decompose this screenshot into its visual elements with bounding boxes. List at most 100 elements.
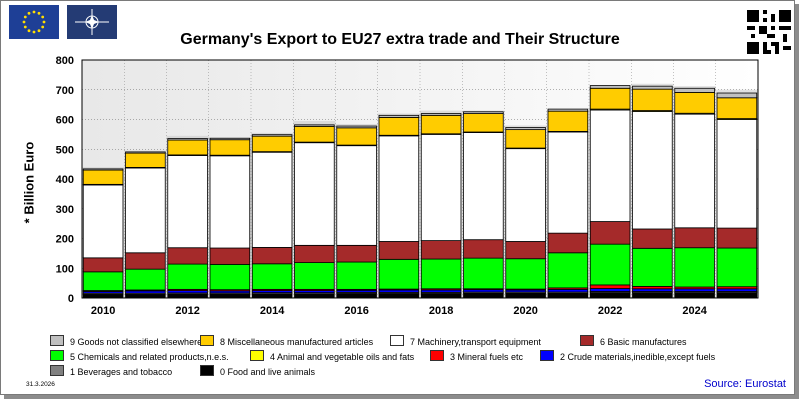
y-tick-label: 200: [56, 234, 74, 246]
legend-label: 7 Machinery,transport equipment: [410, 337, 541, 347]
bar-segment: [125, 152, 166, 168]
bar-segment: [589, 85, 631, 89]
bar-segment: [505, 127, 546, 131]
legend-item: 7 Machinery,transport equipment: [390, 335, 541, 347]
bar-segment: [125, 268, 166, 291]
legend-label: 5 Chemicals and related products,n.e.s.: [70, 352, 229, 362]
bar-segment: [251, 293, 293, 299]
bar-segment: [716, 119, 758, 229]
legend-item: 0 Food and live animals: [200, 365, 315, 377]
bar-segment: [82, 294, 124, 299]
bar-segment: [420, 113, 462, 116]
x-tick-label: 2022: [598, 305, 622, 317]
plot-border: [81, 59, 759, 299]
source-link[interactable]: Source: Eurostat: [704, 378, 786, 390]
bar-segment: [716, 247, 758, 288]
bar-segment: [674, 92, 715, 114]
legend-swatch: [250, 350, 264, 361]
bar-segment: [82, 184, 124, 259]
bar-segment: [716, 97, 758, 120]
bar-segment: [589, 87, 631, 110]
legend-item: 5 Chemicals and related products,n.e.s.: [50, 350, 229, 362]
bar-segment: [336, 127, 377, 146]
x-tick-label: 2024: [682, 305, 707, 317]
nato-flag-icon: [67, 5, 117, 39]
qr-code-icon: [747, 10, 791, 54]
bar-segment: [167, 138, 208, 141]
bar-segment: [420, 293, 462, 299]
bar-segment: [251, 134, 293, 137]
legend-swatch: [430, 350, 444, 361]
bar-segment: [716, 227, 758, 249]
y-tick-label: 700: [56, 85, 74, 97]
bar-segment: [125, 167, 166, 254]
bar-segment: [294, 244, 335, 263]
legend-item: 4 Animal and vegetable oils and fats: [250, 350, 414, 362]
bar-segment: [463, 132, 504, 241]
legend-swatch: [540, 350, 554, 361]
bar-segment: [505, 148, 546, 242]
bar-segment: [82, 168, 124, 171]
bar-segment: [632, 111, 673, 230]
bar-segment: [378, 258, 420, 290]
bar-segment: [674, 292, 715, 299]
bar-segment: [336, 145, 377, 246]
background-trend-area: [82, 83, 758, 298]
bar-segment: [547, 110, 589, 132]
x-tick-label: 2014: [260, 305, 285, 317]
bar-segment: [547, 288, 589, 293]
bar-segment: [294, 262, 335, 290]
bar-segment: [82, 169, 124, 185]
bar-segment: [463, 113, 504, 133]
bar-segment: [251, 151, 293, 248]
legend-label: 3 Mineral fuels etc: [450, 352, 524, 362]
y-tick-label: 0: [68, 293, 74, 305]
bar-segment: [589, 109, 631, 222]
bar-segment: [420, 240, 462, 260]
bar-segment: [589, 292, 631, 299]
bar-segment: [674, 87, 715, 93]
bar-segment: [505, 292, 546, 299]
bar-segment: [632, 292, 673, 299]
legend-item: 6 Basic manufactures: [580, 335, 687, 347]
bar-segment: [674, 227, 715, 249]
legend-item: 3 Mineral fuels etc: [430, 350, 523, 362]
y-tick-label: 800: [56, 55, 74, 67]
bar-segment: [294, 125, 335, 143]
x-tick-label: 2016: [344, 305, 368, 317]
legend-swatch: [50, 335, 64, 346]
bar-segment: [336, 244, 377, 263]
bar-segment: [125, 294, 166, 299]
bar-segment: [589, 288, 631, 292]
bar-segment: [463, 111, 504, 114]
x-tick-label: 2018: [429, 305, 453, 317]
bar-segment: [716, 92, 758, 99]
bar-segment: [589, 284, 631, 289]
date-stamp: 31.3.2026: [26, 381, 55, 388]
bar-segment: [167, 293, 208, 299]
bar-segment: [674, 288, 715, 292]
bar-segment: [209, 263, 251, 291]
bar-segment: [251, 247, 293, 265]
legend-swatch: [200, 365, 214, 376]
x-tick-label: 2010: [91, 305, 115, 317]
x-tick-label: 2012: [175, 305, 199, 317]
bar-segment: [209, 137, 251, 141]
eu-flag-icon: [9, 5, 59, 39]
legend-swatch: [50, 350, 64, 361]
bar-segment: [294, 124, 335, 127]
bar-segment: [209, 247, 251, 265]
legend-label: 9 Goods not classified elsewhere: [70, 337, 203, 347]
bar-segment: [82, 271, 124, 291]
bar-segment: [632, 247, 673, 287]
bar-segment: [167, 247, 208, 265]
bar-segment: [547, 252, 589, 289]
legend-swatch: [200, 335, 214, 346]
bar-segment: [82, 257, 124, 273]
bar-segment: [716, 292, 758, 299]
bar-segment: [547, 131, 589, 234]
bar-segment: [378, 135, 420, 242]
bar-segment: [125, 151, 166, 154]
y-tick-label: 500: [56, 144, 74, 156]
bar-segment: [378, 293, 420, 299]
